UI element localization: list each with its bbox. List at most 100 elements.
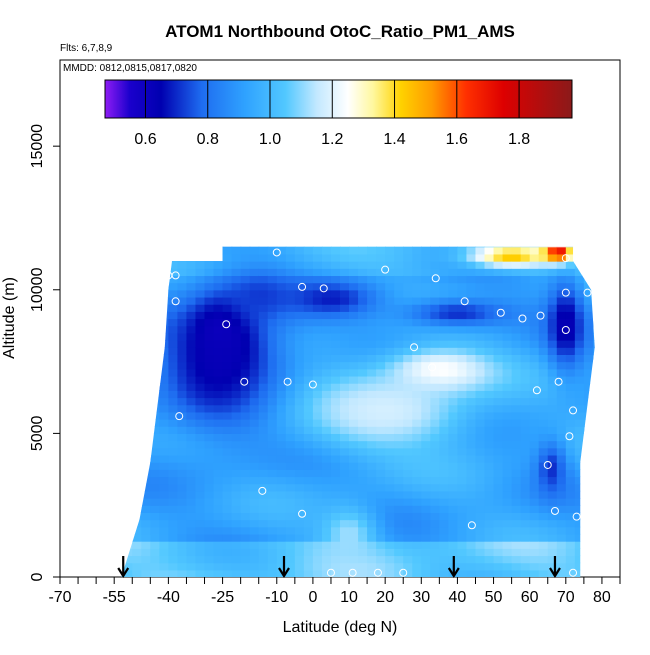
heatmap-cell bbox=[457, 282, 468, 291]
heatmap-cell bbox=[412, 476, 422, 485]
heatmap-cell bbox=[312, 562, 323, 571]
heatmap-cell bbox=[502, 476, 513, 485]
heatmap-cell bbox=[204, 390, 215, 399]
heatmap-cell bbox=[556, 275, 567, 284]
heatmap-cell bbox=[484, 397, 495, 406]
heatmap-cell bbox=[493, 282, 504, 291]
heatmap-cell bbox=[141, 569, 151, 577]
heatmap-cell bbox=[321, 555, 332, 564]
heatmap-cell bbox=[457, 390, 468, 399]
heatmap-cell bbox=[556, 361, 567, 370]
heatmap-cell bbox=[285, 296, 296, 305]
heatmap-cell bbox=[231, 311, 242, 320]
heatmap-cell bbox=[421, 498, 431, 506]
heatmap-cell bbox=[439, 426, 449, 434]
heatmap-cell bbox=[565, 296, 576, 305]
heatmap-cell bbox=[340, 526, 350, 535]
heatmap-cell bbox=[511, 347, 522, 355]
heatmap-cell bbox=[285, 246, 296, 255]
heatmap-cell bbox=[340, 411, 350, 420]
heatmap-cell bbox=[529, 332, 540, 341]
heatmap-cell bbox=[475, 253, 486, 262]
heatmap-cell bbox=[439, 289, 449, 298]
heatmap-cell bbox=[330, 519, 341, 528]
heatmap-cell bbox=[394, 282, 404, 291]
heatmap-cell bbox=[321, 469, 332, 478]
heatmap-cell bbox=[240, 375, 251, 384]
heatmap-cell bbox=[340, 533, 350, 542]
heatmap-cell bbox=[249, 289, 260, 298]
heatmap-cell bbox=[556, 296, 567, 305]
heatmap-cell bbox=[502, 411, 513, 420]
heatmap-cell bbox=[204, 268, 215, 277]
heatmap-cell bbox=[403, 519, 413, 528]
heatmap-cell bbox=[466, 447, 477, 456]
heatmap-cell bbox=[168, 404, 179, 413]
heatmap-cell bbox=[502, 533, 513, 542]
heatmap-cell bbox=[493, 426, 504, 434]
heatmap-cell bbox=[258, 419, 269, 427]
heatmap-cell bbox=[484, 476, 495, 485]
heatmap-cell bbox=[412, 426, 422, 434]
heatmap-cell bbox=[330, 268, 341, 277]
heatmap-cell bbox=[177, 296, 188, 305]
heatmap-cell bbox=[385, 253, 395, 262]
heatmap-cell bbox=[285, 246, 296, 248]
heatmap-cell bbox=[367, 426, 377, 434]
heatmap-cell bbox=[394, 533, 404, 542]
heatmap-cell bbox=[421, 490, 431, 499]
heatmap-cell bbox=[412, 512, 422, 521]
heatmap-cell bbox=[258, 325, 269, 334]
heatmap-cell bbox=[285, 332, 296, 341]
heatmap-cell bbox=[222, 447, 233, 456]
heatmap-cell bbox=[159, 533, 169, 542]
heatmap-cell bbox=[502, 447, 513, 456]
heatmap-cell bbox=[349, 268, 359, 277]
heatmap-cell bbox=[276, 340, 287, 348]
heatmap-cell bbox=[538, 419, 549, 427]
heatmap-cell bbox=[547, 483, 558, 492]
heatmap-cell bbox=[403, 397, 413, 406]
heatmap-cell bbox=[240, 555, 251, 564]
heatmap-cell bbox=[484, 419, 495, 427]
heatmap-cell bbox=[394, 246, 404, 255]
heatmap-cell bbox=[538, 519, 549, 528]
heatmap-cell bbox=[484, 296, 495, 305]
dates-label: MMDD: 0812,0815,0817,0820 bbox=[63, 63, 197, 74]
heatmap-cell bbox=[177, 390, 188, 399]
heatmap-cell bbox=[421, 347, 431, 355]
heatmap-cell bbox=[330, 411, 341, 420]
heatmap-cell bbox=[204, 505, 215, 513]
heatmap-cell bbox=[267, 253, 278, 262]
heatmap-cell bbox=[321, 325, 332, 334]
heatmap-cell bbox=[340, 289, 350, 298]
y-tick-label: 5000 bbox=[29, 415, 46, 451]
heatmap-cell bbox=[358, 325, 368, 334]
heatmap-cell bbox=[448, 469, 459, 478]
heatmap-cell bbox=[276, 325, 287, 334]
heatmap-cell bbox=[520, 498, 531, 506]
heatmap-cell bbox=[258, 332, 269, 341]
heatmap-cell bbox=[276, 426, 287, 434]
heatmap-cell bbox=[376, 347, 386, 355]
heatmap-cell bbox=[231, 555, 242, 564]
heatmap-cell bbox=[340, 505, 350, 513]
heatmap-cell bbox=[457, 275, 468, 284]
heatmap-cell bbox=[303, 296, 314, 305]
heatmap-cell bbox=[493, 447, 504, 456]
heatmap-cell bbox=[547, 253, 558, 262]
heatmap-cell bbox=[376, 296, 386, 305]
heatmap-cell bbox=[340, 519, 350, 528]
heatmap-cell bbox=[168, 347, 179, 355]
heatmap-cell bbox=[421, 447, 431, 456]
heatmap-cell bbox=[330, 569, 341, 577]
heatmap-cell bbox=[394, 454, 404, 463]
heatmap-cell bbox=[403, 383, 413, 391]
heatmap-cell bbox=[520, 569, 531, 577]
heatmap-cell bbox=[249, 433, 260, 442]
heatmap-cell bbox=[186, 275, 197, 284]
heatmap-cell bbox=[457, 440, 468, 449]
heatmap-cell bbox=[448, 361, 459, 370]
heatmap-cell bbox=[403, 325, 413, 334]
heatmap-cell bbox=[231, 562, 242, 571]
